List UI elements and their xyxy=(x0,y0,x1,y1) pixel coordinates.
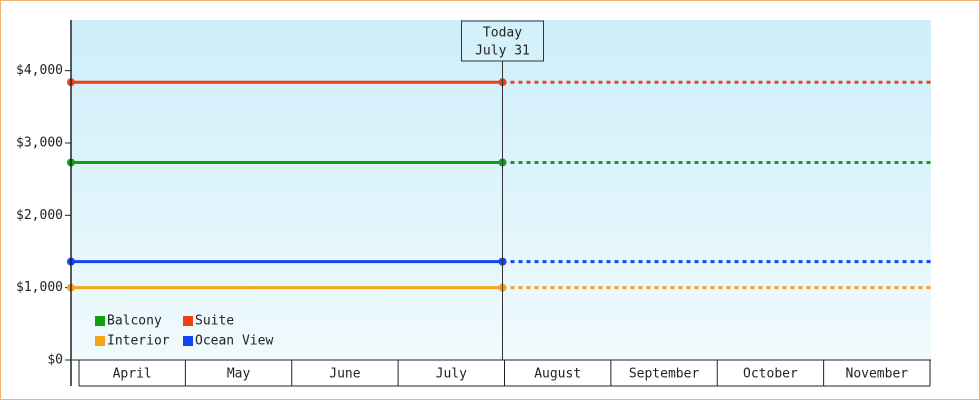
y-tick-label: $0 xyxy=(47,353,63,368)
x-tick-label: April xyxy=(113,367,152,382)
legend-swatch xyxy=(183,336,193,346)
x-tick-label: August xyxy=(534,367,581,382)
y-tick-label: $1,000 xyxy=(16,280,63,295)
y-tick-label: $3,000 xyxy=(16,135,63,150)
x-tick-label: October xyxy=(743,367,798,382)
x-tick-label: November xyxy=(846,367,909,382)
x-tick-label: July xyxy=(436,367,467,382)
x-tick-label: June xyxy=(329,367,360,382)
legend-swatch xyxy=(183,316,193,326)
x-tick-label: September xyxy=(629,367,700,382)
x-tick-label: May xyxy=(227,367,251,382)
legend-label: Interior xyxy=(107,334,170,349)
today-date: July 31 xyxy=(475,44,530,59)
legend-label: Ocean View xyxy=(195,334,273,349)
legend-label: Suite xyxy=(195,314,234,329)
y-tick-label: $2,000 xyxy=(16,208,63,223)
legend-swatch xyxy=(95,316,105,326)
plot-area xyxy=(71,20,931,360)
legend-label: Balcony xyxy=(107,314,162,329)
today-title: Today xyxy=(483,26,522,41)
legend-swatch xyxy=(95,336,105,346)
today-box xyxy=(461,20,544,62)
y-tick-label: $4,000 xyxy=(16,63,63,78)
